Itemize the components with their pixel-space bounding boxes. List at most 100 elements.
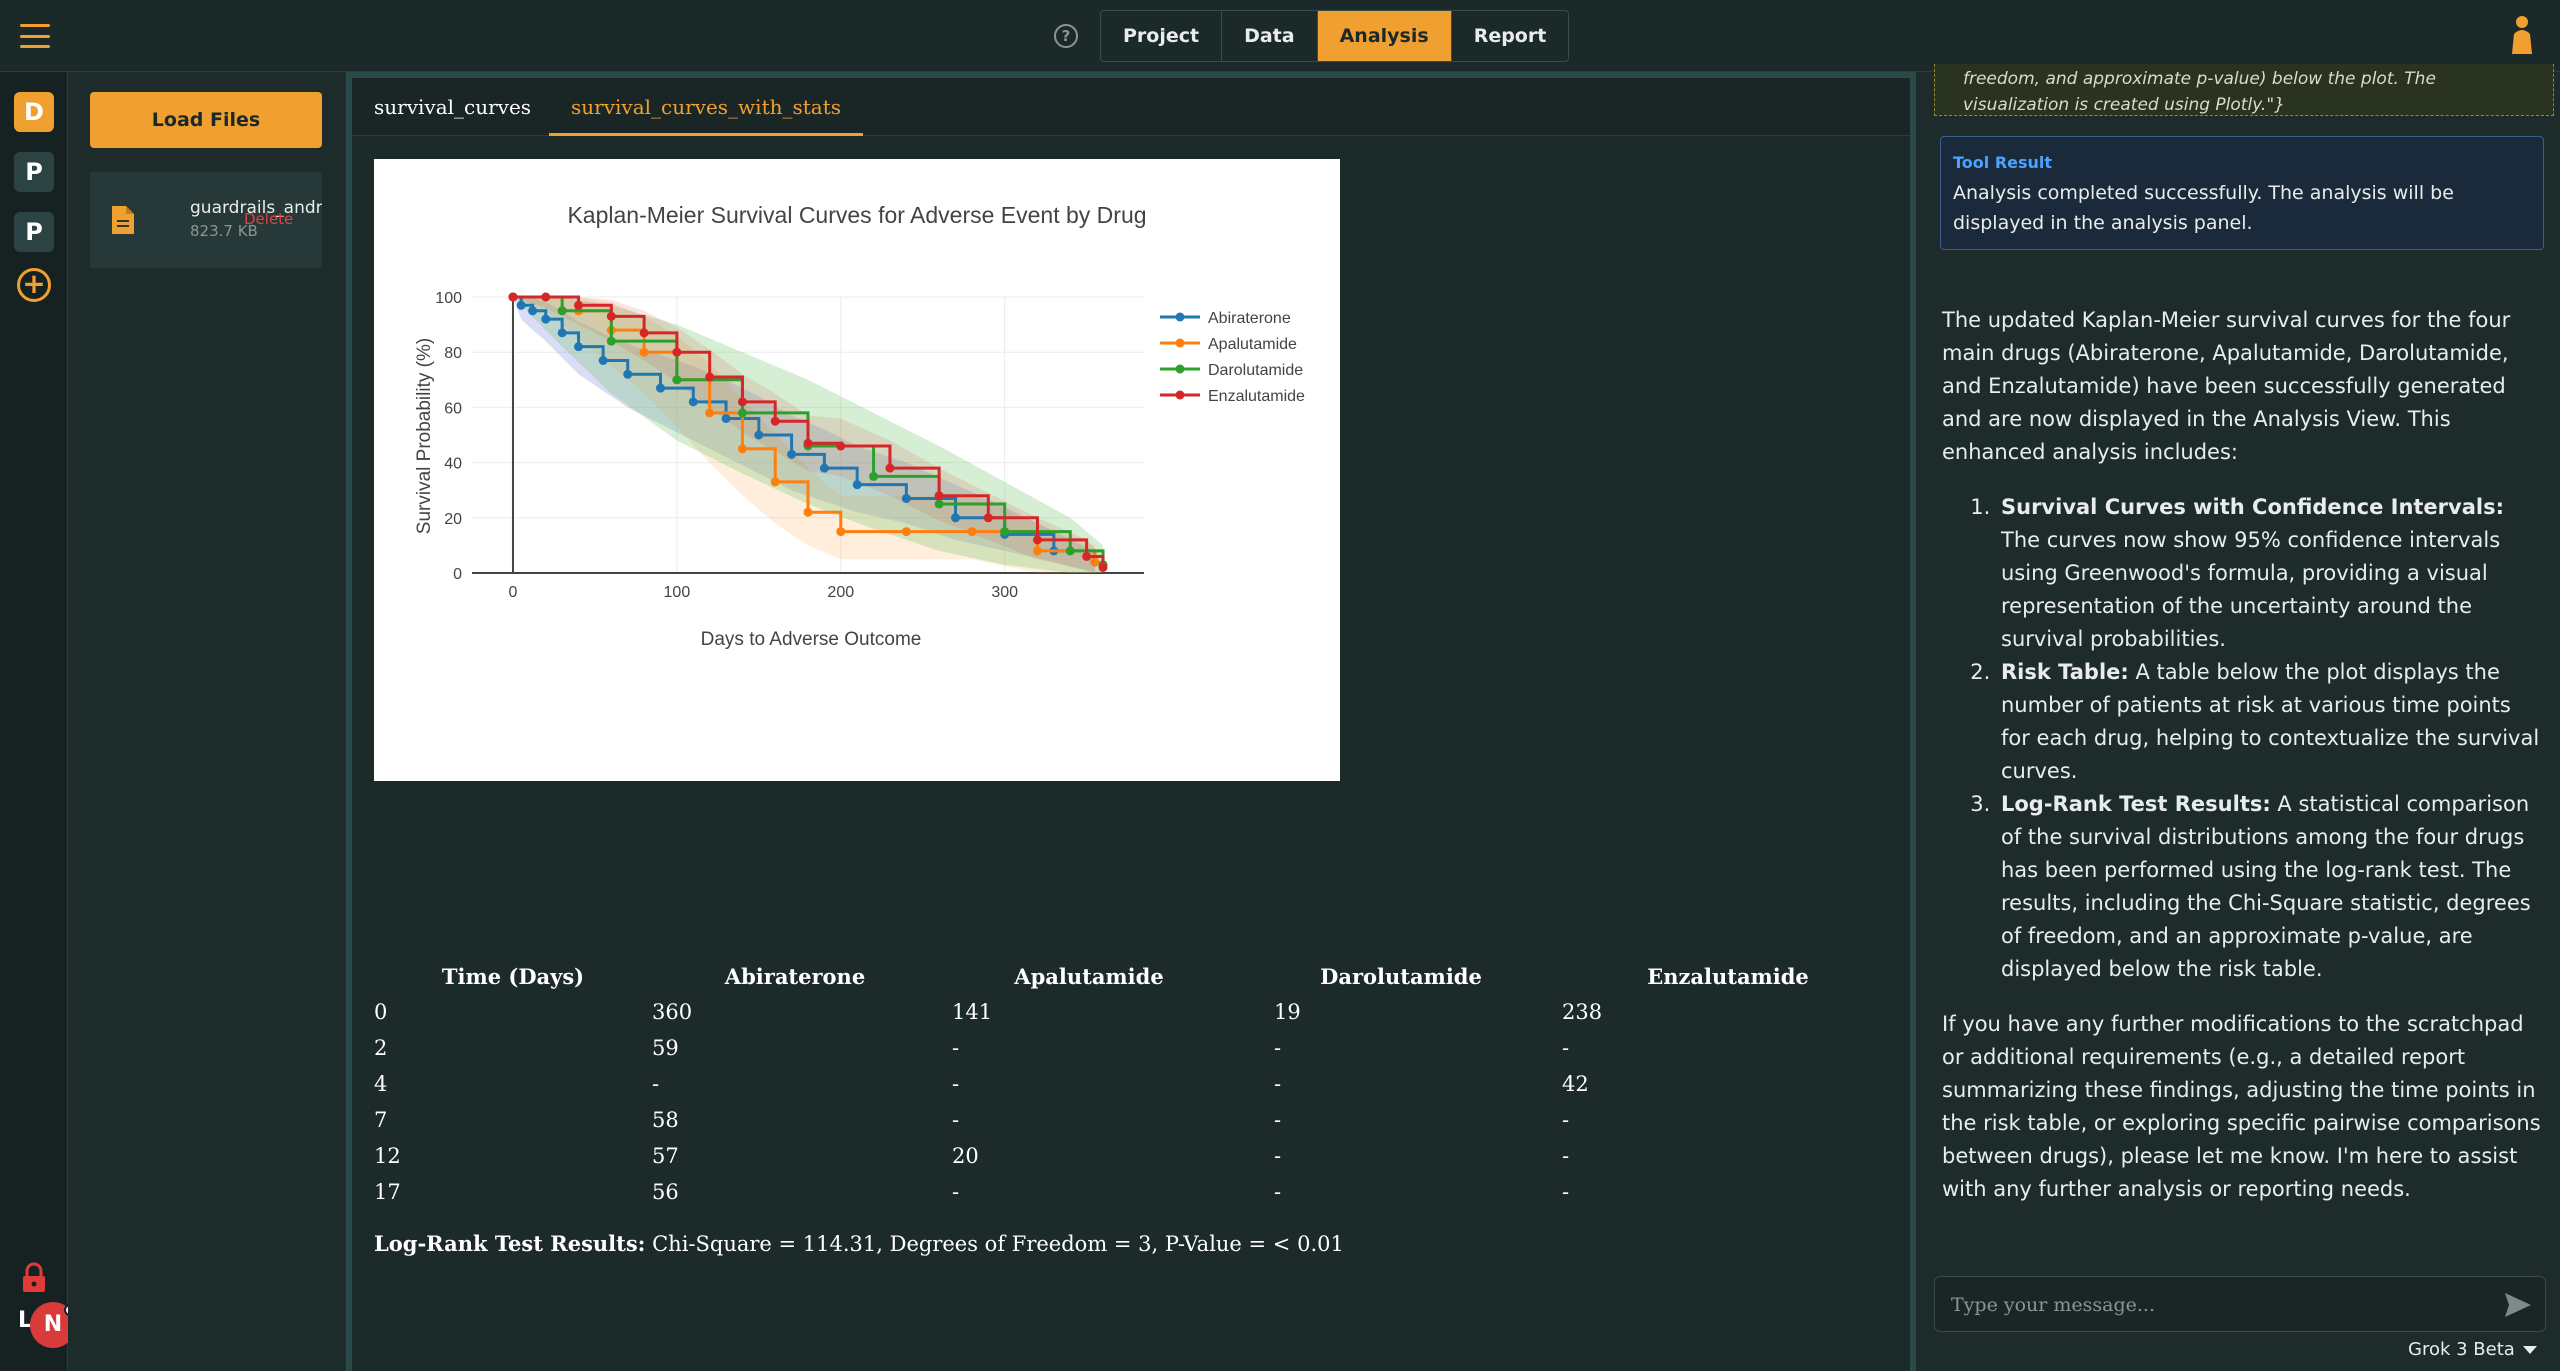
message-closing: If you have any further modifications to… [1942,1012,2541,1201]
nav-tab-analysis[interactable]: Analysis [1317,11,1452,61]
table-cell: 20 [952,1144,979,1168]
y-tick-label: 20 [444,511,462,528]
column-header: Darolutamide [1320,963,1482,989]
item-text: A table below the plot displays the numb… [2001,660,2540,783]
item-title: Risk Table: [2001,660,2129,684]
chat-input[interactable] [1951,1291,2491,1319]
legend-label[interactable]: Apalutamide [1208,336,1297,353]
column-header: Abiraterone [724,963,866,989]
file-card[interactable]: guardrails_andr Delete 823.7 KB [90,172,322,268]
file-size: 823.7 KB [190,222,258,240]
project-button-p2[interactable]: P [14,212,54,252]
send-icon[interactable] [2503,1291,2533,1319]
table-cell: - [952,1180,960,1204]
table-cell: - [1274,1108,1282,1132]
add-project-icon[interactable]: + [17,268,51,302]
table-cell: - [1562,1108,1570,1132]
nav-tab-report[interactable]: Report [1473,25,1547,47]
table-cell: - [1274,1144,1282,1168]
list-item: Risk Table: A table below the plot displ… [1997,656,2546,788]
data-point [557,306,567,316]
table-cell: 141 [952,1000,993,1024]
data-point [574,300,584,310]
table-row: 7 58 - - - [374,1102,1894,1138]
model-selector[interactable]: Grok 3 Beta [2408,1339,2537,1360]
legend-marker [1175,390,1185,400]
main-nav: Project Data Analysis Report [1100,10,1570,62]
legend-label[interactable]: Enzalutamide [1208,388,1305,405]
table-row: 2 59 - - - [374,1030,1894,1066]
series-line [512,295,1105,568]
help-icon[interactable]: ? [1054,24,1078,48]
data-point [508,292,518,302]
delete-file-button[interactable]: Delete [244,210,294,228]
data-point [951,513,961,523]
chevron-down-icon [2522,1346,2537,1354]
table-cell: 2 [374,1036,388,1060]
y-tick-label: 80 [444,345,462,362]
table-cell: - [652,1072,660,1096]
list-item: Log-Rank Test Results: A statistical com… [1997,788,2546,986]
lock-icon[interactable] [20,1262,48,1294]
x-tick-label: 200 [827,584,854,601]
data-point [787,449,797,459]
table-row: 17 56 - - - [374,1174,1894,1210]
data-point [1032,546,1042,556]
column-header: Time (Days) [441,963,585,989]
data-point [598,355,608,365]
table-cell: 17 [374,1180,401,1204]
data-point [852,480,862,490]
survival-plot: Kaplan-Meier Survival Curves for Adverse… [374,159,1340,781]
message-list: Survival Curves with Confidence Interval… [1997,491,2546,986]
x-tick-label: 100 [664,584,691,601]
tab-survival-curves-with-stats[interactable]: survival_curves_with_stats [549,78,864,136]
table-cell: - [1562,1144,1570,1168]
file-icon [112,206,134,234]
project-button-d[interactable]: D [14,92,54,132]
menu-icon[interactable] [20,24,50,48]
table-cell: 360 [652,1000,693,1024]
data-point [737,397,747,407]
survival-lines [508,292,1108,572]
chart-legend[interactable]: Abiraterone Apalutamide Darolutamide Enzalu… [1160,310,1305,405]
table-cell: 57 [652,1144,679,1168]
table-cell: 42 [1562,1072,1589,1096]
legend-label[interactable]: Darolutamide [1208,362,1303,379]
data-point [1098,562,1108,572]
km-chart[interactable]: Kaplan-Meier Survival Curves for Adverse… [374,159,1340,781]
data-point [721,413,731,423]
project-button-p1[interactable]: P [14,152,54,192]
files-panel: Load Files guardrails_andr Delete 823.7 … [68,72,346,1371]
analysis-panel: survival_curves survival_curves_with_sta… [346,72,1916,1371]
data-point [541,292,551,302]
logrank-label: Log-Rank Test Results: [374,1231,646,1256]
data-point [934,491,944,501]
message-intro: The updated Kaplan-Meier survival curves… [1942,308,2511,464]
data-point [639,347,649,357]
data-point [655,383,665,393]
data-point [623,369,633,379]
table-row: 12 57 20 - - [374,1138,1894,1174]
legend-label[interactable]: Abiraterone [1208,310,1291,327]
tab-survival-curves[interactable]: survival_curves [374,95,532,119]
load-files-button[interactable]: Load Files [90,92,322,148]
data-point [688,397,698,407]
data-point [885,463,895,473]
data-point [516,300,526,310]
table-cell: - [1274,1072,1282,1096]
data-point [869,471,879,481]
logrank-text: Chi-Square = 114.31, Degrees of Freedom … [645,1232,1344,1256]
x-tick-label: 0 [509,584,518,601]
risk-table-header: Time (Days) Abiraterone Apalutamide Daro… [374,958,1894,994]
list-item: Survival Curves with Confidence Interval… [1997,491,2546,656]
data-point [754,430,764,440]
nav-tab-data[interactable]: Data [1222,11,1318,61]
data-point [541,314,551,324]
data-point [1032,535,1042,545]
data-point [934,499,944,509]
table-cell: - [952,1108,960,1132]
table-cell: 0 [374,1000,388,1024]
nav-tab-project[interactable]: Project [1101,11,1223,61]
user-figure-icon[interactable] [2508,14,2536,58]
data-point [737,444,747,454]
